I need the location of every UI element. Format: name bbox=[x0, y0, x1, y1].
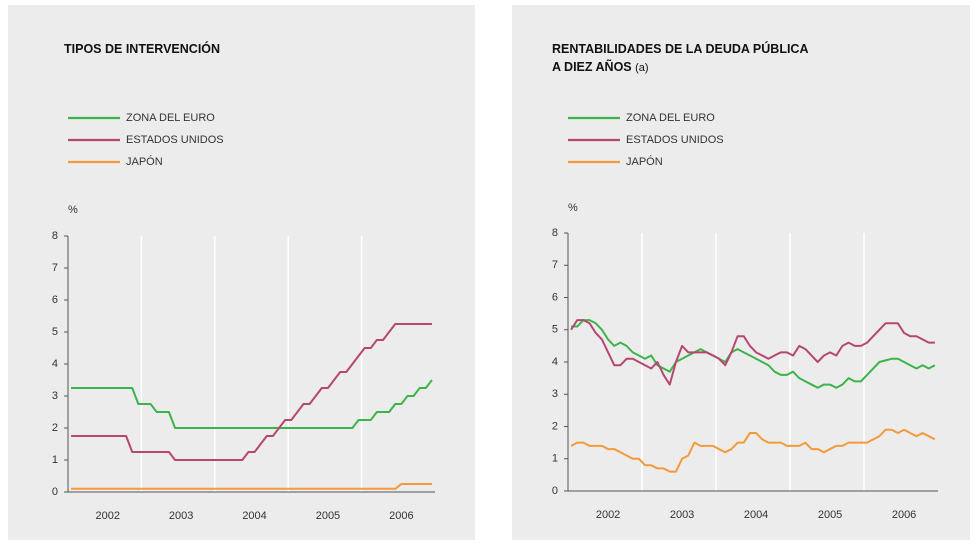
x-tick-label: 2005 bbox=[316, 510, 340, 522]
y-tick-label: 3 bbox=[52, 390, 58, 402]
y-tick-label: 8 bbox=[52, 230, 58, 242]
legend-label: JAPÓN bbox=[126, 155, 163, 168]
y-tick-label: 7 bbox=[52, 262, 58, 274]
title-line: RENTABILIDADES DE LA DEUDA PÚBLICA bbox=[552, 41, 808, 56]
y-tick-label: 8 bbox=[552, 227, 558, 239]
x-tick-label: 2004 bbox=[242, 510, 266, 522]
legend-label: JAPÓN bbox=[626, 155, 663, 168]
y-unit: % bbox=[68, 204, 78, 216]
x-tick-label: 2003 bbox=[670, 509, 694, 521]
series-line bbox=[71, 379, 433, 429]
panel bbox=[8, 5, 475, 540]
chart-title: TIPOS DE INTERVENCIÓN bbox=[64, 41, 220, 56]
y-tick-label: 2 bbox=[552, 420, 558, 432]
series-line bbox=[570, 319, 935, 386]
x-tick-label: 2003 bbox=[169, 510, 193, 522]
y-tick-label: 0 bbox=[52, 486, 58, 498]
y-tick-label: 0 bbox=[552, 485, 558, 497]
y-tick-label: 4 bbox=[52, 358, 58, 370]
y-unit: % bbox=[568, 202, 578, 214]
x-tick-label: 2002 bbox=[596, 509, 620, 521]
x-tick-label: 2006 bbox=[892, 509, 916, 521]
x-tick-label: 2004 bbox=[744, 509, 768, 521]
y-tick-label: 1 bbox=[552, 453, 558, 465]
series-line bbox=[570, 428, 936, 473]
x-tick-label: 2006 bbox=[389, 510, 413, 522]
series-line bbox=[71, 323, 432, 461]
title-line: TIPOS DE INTERVENCIÓN bbox=[64, 41, 220, 56]
y-tick-label: 3 bbox=[552, 388, 558, 400]
y-tick-label: 6 bbox=[552, 291, 558, 303]
y-tick-label: 1 bbox=[52, 454, 58, 466]
y-tick-label: 6 bbox=[52, 294, 58, 306]
x-tick-label: 2002 bbox=[96, 510, 120, 522]
x-tick-label: 2005 bbox=[818, 509, 842, 521]
chart-title: RENTABILIDADES DE LA DEUDA PÚBLICA A DIEZ… bbox=[552, 41, 808, 74]
series-line bbox=[71, 483, 432, 490]
y-tick-label: 2 bbox=[52, 422, 58, 434]
legend-label: ZONA DEL EURO bbox=[626, 112, 715, 124]
y-tick-label: 4 bbox=[552, 356, 558, 368]
title-line: A DIEZ AÑOS bbox=[552, 59, 632, 74]
title-note: (a) bbox=[635, 62, 648, 74]
legend-label: ZONA DEL EURO bbox=[126, 112, 215, 124]
y-tick-label: 5 bbox=[52, 326, 58, 338]
panel bbox=[512, 5, 970, 540]
series-line bbox=[571, 319, 936, 389]
legend-label: ESTADOS UNIDOS bbox=[626, 134, 724, 146]
y-tick-label: 7 bbox=[552, 259, 558, 271]
y-tick-label: 5 bbox=[552, 324, 558, 336]
legend-label: ESTADOS UNIDOS bbox=[126, 134, 224, 146]
